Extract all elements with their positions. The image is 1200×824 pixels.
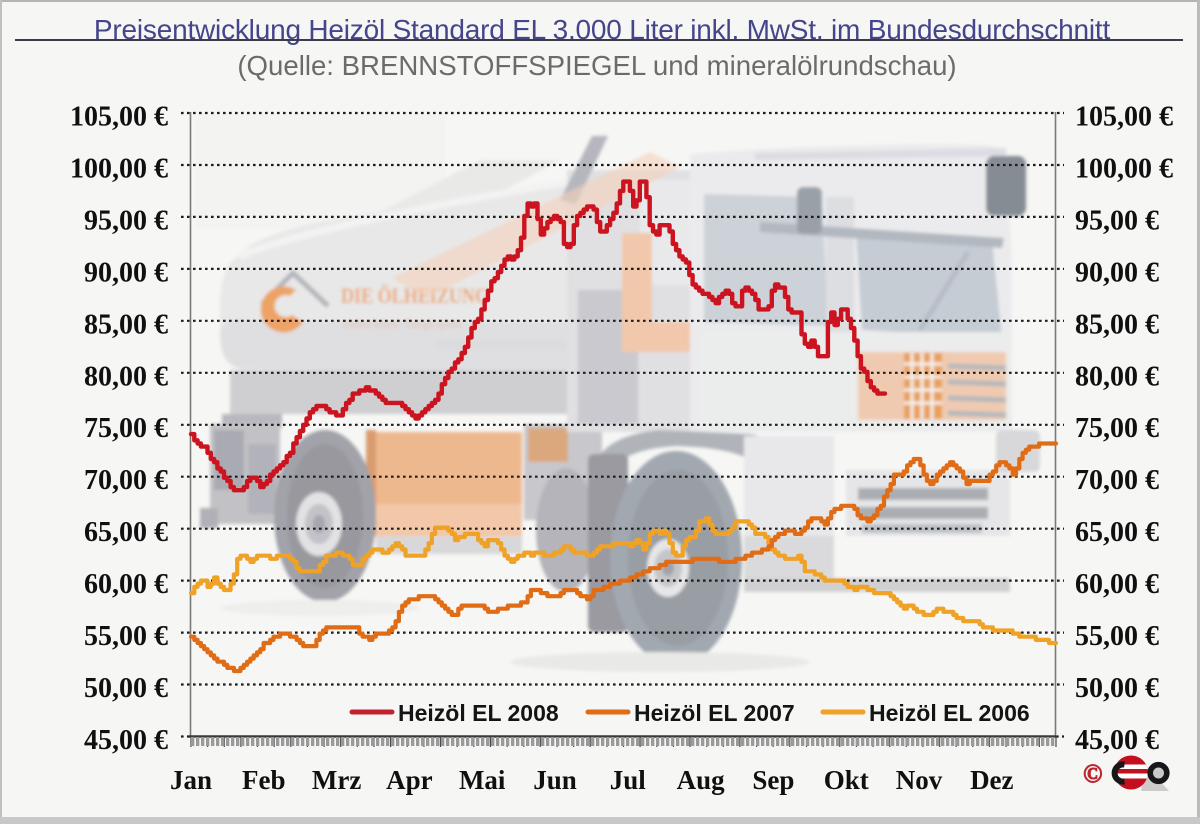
svg-text:Jul: Jul: [610, 765, 647, 795]
svg-text:70,00 €: 70,00 €: [84, 465, 168, 496]
svg-text:50,00 €: 50,00 €: [84, 673, 168, 704]
svg-text:50,00 €: 50,00 €: [1075, 673, 1159, 704]
svg-text:45,00 €: 45,00 €: [84, 725, 168, 756]
svg-text:modern heizen - Energie sparen: modern heizen - Energie sparen: [343, 316, 461, 332]
svg-text:Nov: Nov: [896, 765, 943, 795]
svg-text:55,00 €: 55,00 €: [1075, 621, 1159, 652]
svg-text:Jun: Jun: [533, 765, 577, 795]
svg-text:Jan: Jan: [170, 765, 212, 795]
svg-text:100,00 €: 100,00 €: [70, 154, 168, 185]
svg-text:Mai: Mai: [459, 765, 506, 795]
svg-text:75,00 €: 75,00 €: [1075, 413, 1159, 444]
svg-text:Mrz: Mrz: [312, 765, 361, 795]
svg-text:90,00 €: 90,00 €: [84, 257, 168, 288]
svg-text:60,00 €: 60,00 €: [84, 569, 168, 600]
svg-text:105,00 €: 105,00 €: [70, 102, 168, 133]
svg-text:55,00 €: 55,00 €: [84, 621, 168, 652]
svg-text:Feb: Feb: [242, 765, 286, 795]
svg-text:100,00 €: 100,00 €: [1075, 154, 1173, 185]
svg-text:105,00 €: 105,00 €: [1075, 102, 1173, 133]
svg-text:60,00 €: 60,00 €: [1075, 569, 1159, 600]
svg-text:65,00 €: 65,00 €: [1075, 517, 1159, 548]
svg-text:Apr: Apr: [386, 765, 433, 795]
svg-text:45,00 €: 45,00 €: [1075, 725, 1159, 756]
svg-text:Heizöl EL 2007: Heizöl EL 2007: [634, 700, 795, 726]
svg-text:80,00 €: 80,00 €: [84, 361, 168, 392]
svg-text:Okt: Okt: [824, 765, 869, 795]
svg-text:Heizöl EL 2006: Heizöl EL 2006: [869, 700, 1030, 726]
svg-text:Aug: Aug: [677, 765, 726, 795]
svg-text:65,00 €: 65,00 €: [84, 517, 168, 548]
svg-text:Heizöl EL 2008: Heizöl EL 2008: [398, 700, 559, 726]
svg-text:90,00 €: 90,00 €: [1075, 257, 1159, 288]
svg-text:95,00 €: 95,00 €: [1075, 205, 1159, 236]
svg-text:70,00 €: 70,00 €: [1075, 465, 1159, 496]
svg-text:©: ©: [1083, 759, 1102, 788]
svg-text:95,00 €: 95,00 €: [84, 205, 168, 236]
svg-text:80,00 €: 80,00 €: [1075, 361, 1159, 392]
svg-text:75,00 €: 75,00 €: [84, 413, 168, 444]
svg-text:85,00 €: 85,00 €: [84, 309, 168, 340]
svg-text:85,00 €: 85,00 €: [1075, 309, 1159, 340]
svg-text:Dez: Dez: [970, 765, 1013, 795]
svg-text:Sep: Sep: [752, 765, 794, 795]
